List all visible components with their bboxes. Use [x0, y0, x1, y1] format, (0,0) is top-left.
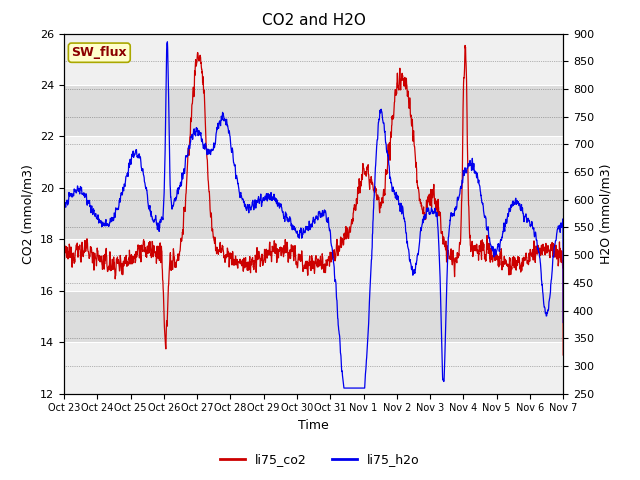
Y-axis label: H2O (mmol/m3): H2O (mmol/m3)	[600, 163, 612, 264]
Title: CO2 and H2O: CO2 and H2O	[262, 13, 365, 28]
Y-axis label: CO2 (mmol/m3): CO2 (mmol/m3)	[22, 164, 35, 264]
X-axis label: Time: Time	[298, 419, 329, 432]
Text: SW_flux: SW_flux	[72, 46, 127, 59]
Bar	[64, 136, 563, 188]
Legend: li75_co2, li75_h2o: li75_co2, li75_h2o	[215, 448, 425, 471]
Bar	[64, 240, 563, 291]
Bar	[64, 34, 563, 85]
Bar	[64, 342, 563, 394]
